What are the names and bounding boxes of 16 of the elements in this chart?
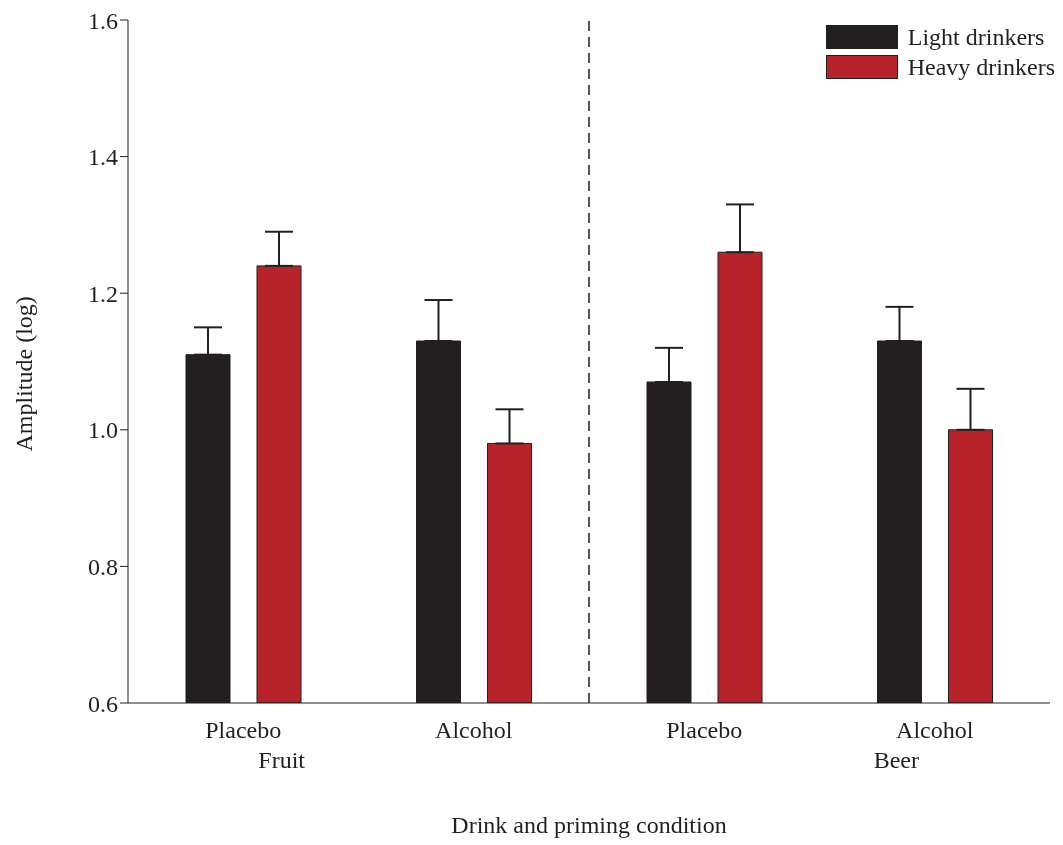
y-axis-title: Amplitude (log) [10,296,37,452]
x-tick-label: Placebo [205,717,282,744]
text: Beer [873,747,919,774]
y-tick-label: 1.2 [88,280,118,307]
y-tick-label: 0.6 [88,690,118,717]
x-axis-title: Drink and priming condition [451,812,727,838]
x-tick-label: Alcohol [896,717,974,744]
x-tick-label: Alcohol [435,717,513,744]
y-tick-label: 1.6 [88,7,118,34]
text: Fruit [258,747,306,774]
y-tick-label: 1.0 [88,417,118,444]
y-tick-label: 0.8 [88,553,118,580]
legend-label: Light drinkers [907,23,1045,51]
x-tick-label: Placebo [666,717,743,744]
legend-label: Heavy drinkers [907,53,1055,81]
y-tick-label: 1.4 [88,144,118,171]
